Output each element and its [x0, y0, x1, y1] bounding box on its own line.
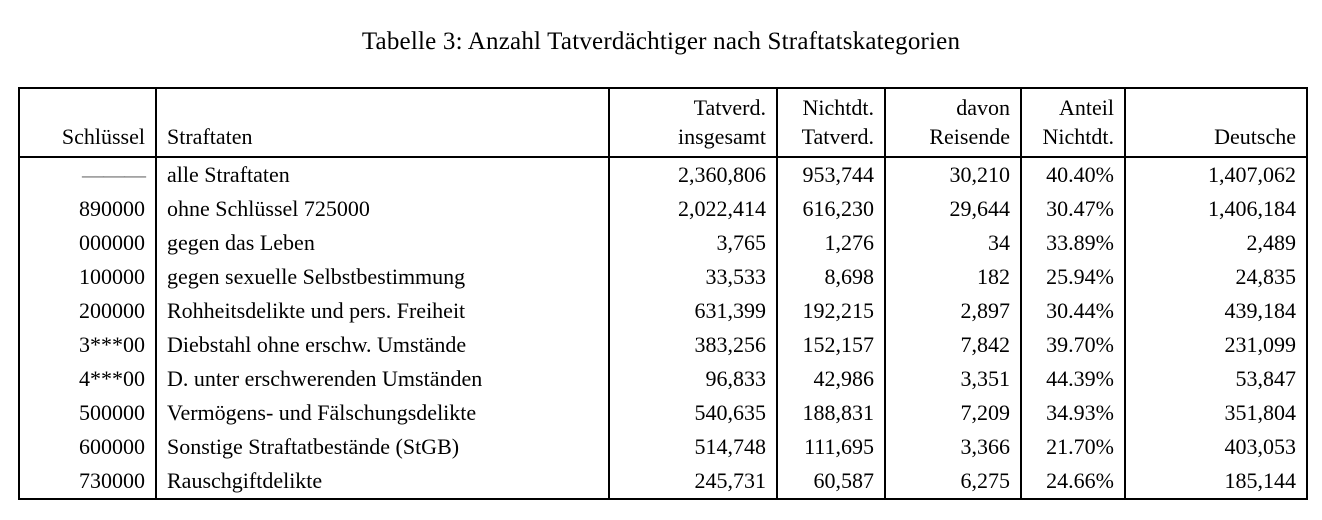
table-row: ——— alle Straftaten 2,360,806 953,744 30… — [18, 157, 1308, 192]
cell-davon-reisende: 29,644 — [884, 192, 1022, 226]
suspects-by-category-table: Schlüssel Straftaten Tatverd. insgesamt … — [18, 87, 1308, 500]
cell-tatverd-insgesamt: 245,731 — [608, 464, 778, 500]
cell-straftat: Diebstahl ohne erschw. Umstände — [155, 328, 610, 362]
table-row: 600000 Sonstige Straftatbestände (StGB) … — [18, 430, 1308, 464]
cell-anteil-nichtdt: 21.70% — [1020, 430, 1126, 464]
cell-deutsche: 231,099 — [1124, 328, 1308, 362]
cell-anteil-nichtdt: 24.66% — [1020, 464, 1126, 500]
cell-nichtdt-tatverd: 953,744 — [776, 157, 886, 192]
cell-straftat: gegen sexuelle Selbstbestimmung — [155, 260, 610, 294]
cell-tatverd-insgesamt: 631,399 — [608, 294, 778, 328]
cell-tatverd-insgesamt: 96,833 — [608, 362, 778, 396]
cell-straftat: gegen das Leben — [155, 226, 610, 260]
cell-deutsche: 1,407,062 — [1124, 157, 1308, 192]
table-row: 3***00 Diebstahl ohne erschw. Umstände 3… — [18, 328, 1308, 362]
cell-deutsche: 185,144 — [1124, 464, 1308, 500]
cell-nichtdt-tatverd: 60,587 — [776, 464, 886, 500]
header-davon-reisende: davon Reisende — [884, 87, 1022, 158]
cell-anteil-nichtdt: 44.39% — [1020, 362, 1126, 396]
header-anteil-nichtdt: Anteil Nichtdt. — [1020, 87, 1126, 158]
table-row: 730000 Rauschgiftdelikte 245,731 60,587 … — [18, 464, 1308, 500]
cell-davon-reisende: 7,842 — [884, 328, 1022, 362]
header-tatverd-insgesamt: Tatverd. insgesamt — [608, 87, 778, 158]
cell-anteil-nichtdt: 30.47% — [1020, 192, 1126, 226]
cell-schluessel: ——— — [18, 157, 157, 192]
cell-anteil-nichtdt: 30.44% — [1020, 294, 1126, 328]
cell-davon-reisende: 30,210 — [884, 157, 1022, 192]
header-nichtdt-tatverd: Nichtdt. Tatverd. — [776, 87, 886, 158]
cell-anteil-nichtdt: 39.70% — [1020, 328, 1126, 362]
cell-nichtdt-tatverd: 1,276 — [776, 226, 886, 260]
cell-schluessel: 890000 — [18, 192, 157, 226]
cell-nichtdt-tatverd: 192,215 — [776, 294, 886, 328]
cell-tatverd-insgesamt: 2,022,414 — [608, 192, 778, 226]
cell-straftat: Vermögens- und Fälschungsdelikte — [155, 396, 610, 430]
cell-davon-reisende: 7,209 — [884, 396, 1022, 430]
table-row: 890000 ohne Schlüssel 725000 2,022,414 6… — [18, 192, 1308, 226]
cell-tatverd-insgesamt: 383,256 — [608, 328, 778, 362]
cell-straftat: Rauschgiftdelikte — [155, 464, 610, 500]
cell-tatverd-insgesamt: 2,360,806 — [608, 157, 778, 192]
cell-anteil-nichtdt: 25.94% — [1020, 260, 1126, 294]
cell-straftat: Sonstige Straftatbestände (StGB) — [155, 430, 610, 464]
cell-schluessel: 3***00 — [18, 328, 157, 362]
table-row: 100000 gegen sexuelle Selbstbestimmung 3… — [18, 260, 1308, 294]
cell-deutsche: 1,406,184 — [1124, 192, 1308, 226]
cell-davon-reisende: 6,275 — [884, 464, 1022, 500]
cell-straftat: D. unter erschwerenden Umständen — [155, 362, 610, 396]
cell-schluessel: 200000 — [18, 294, 157, 328]
cell-deutsche: 351,804 — [1124, 396, 1308, 430]
cell-nichtdt-tatverd: 188,831 — [776, 396, 886, 430]
cell-tatverd-insgesamt: 514,748 — [608, 430, 778, 464]
cell-nichtdt-tatverd: 42,986 — [776, 362, 886, 396]
cell-deutsche: 439,184 — [1124, 294, 1308, 328]
cell-anteil-nichtdt: 34.93% — [1020, 396, 1126, 430]
cell-davon-reisende: 3,366 — [884, 430, 1022, 464]
table-row: 200000 Rohheitsdelikte und pers. Freihei… — [18, 294, 1308, 328]
cell-nichtdt-tatverd: 8,698 — [776, 260, 886, 294]
cell-davon-reisende: 182 — [884, 260, 1022, 294]
cell-davon-reisende: 34 — [884, 226, 1022, 260]
cell-deutsche: 24,835 — [1124, 260, 1308, 294]
cell-deutsche: 403,053 — [1124, 430, 1308, 464]
cell-schluessel: 500000 — [18, 396, 157, 430]
cell-deutsche: 53,847 — [1124, 362, 1308, 396]
cell-schluessel: 600000 — [18, 430, 157, 464]
cell-tatverd-insgesamt: 3,765 — [608, 226, 778, 260]
cell-nichtdt-tatverd: 111,695 — [776, 430, 886, 464]
cell-straftat: alle Straftaten — [155, 157, 610, 192]
table-row: 000000 gegen das Leben 3,765 1,276 34 33… — [18, 226, 1308, 260]
header-straftaten: Straftaten — [155, 87, 610, 158]
table-row: 500000 Vermögens- und Fälschungsdelikte … — [18, 396, 1308, 430]
cell-nichtdt-tatverd: 616,230 — [776, 192, 886, 226]
cell-schluessel: 730000 — [18, 464, 157, 500]
cell-straftat: Rohheitsdelikte und pers. Freiheit — [155, 294, 610, 328]
cell-schluessel: 000000 — [18, 226, 157, 260]
cell-nichtdt-tatverd: 152,157 — [776, 328, 886, 362]
header-deutsche: Deutsche — [1124, 87, 1308, 158]
header-row: Schlüssel Straftaten Tatverd. insgesamt … — [18, 87, 1308, 158]
header-schluessel: Schlüssel — [18, 87, 157, 158]
cell-straftat: ohne Schlüssel 725000 — [155, 192, 610, 226]
cell-tatverd-insgesamt: 540,635 — [608, 396, 778, 430]
cell-schluessel: 4***00 — [18, 362, 157, 396]
cell-davon-reisende: 2,897 — [884, 294, 1022, 328]
cell-schluessel: 100000 — [18, 260, 157, 294]
cell-anteil-nichtdt: 40.40% — [1020, 157, 1126, 192]
table-row: 4***00 D. unter erschwerenden Umständen … — [18, 362, 1308, 396]
cell-tatverd-insgesamt: 33,533 — [608, 260, 778, 294]
cell-deutsche: 2,489 — [1124, 226, 1308, 260]
cell-davon-reisende: 3,351 — [884, 362, 1022, 396]
table-caption: Tabelle 3: Anzahl Tatverdächtiger nach S… — [361, 28, 961, 55]
cell-anteil-nichtdt: 33.89% — [1020, 226, 1126, 260]
